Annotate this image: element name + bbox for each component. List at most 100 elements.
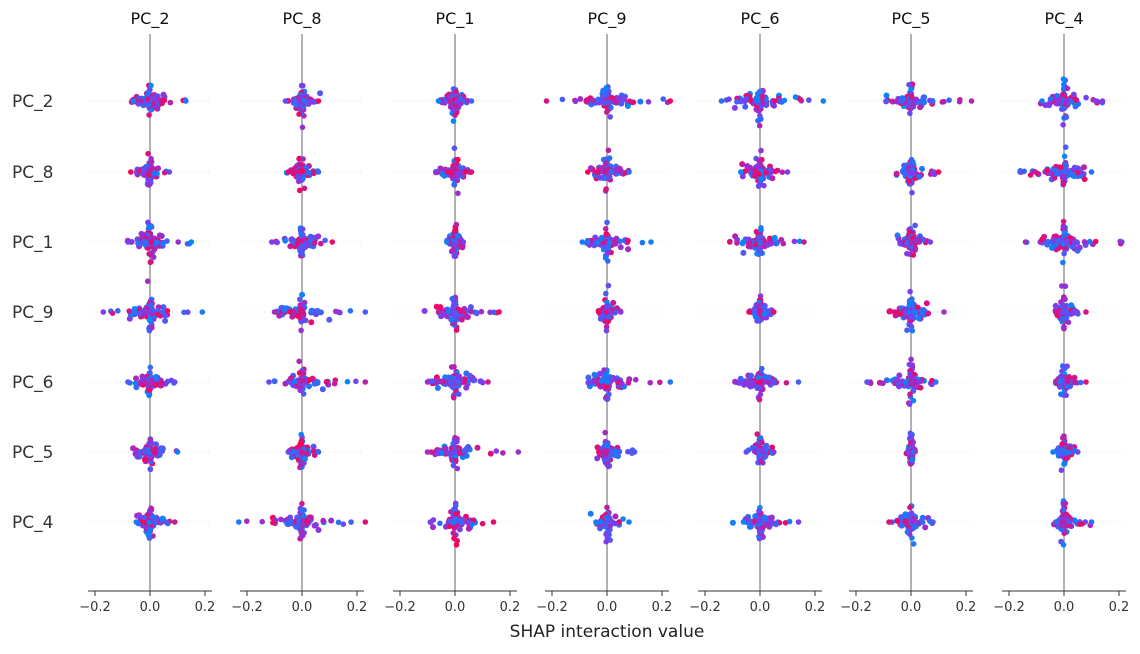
- data-point: [759, 447, 766, 453]
- data-point: [771, 234, 778, 241]
- data-point: [146, 112, 152, 118]
- data-point: [897, 311, 904, 317]
- data-point: [478, 308, 485, 315]
- data-point: [1027, 172, 1034, 178]
- data-point: [880, 380, 886, 387]
- data-point: [907, 504, 913, 511]
- data-point: [331, 380, 338, 387]
- data-point-extreme: [883, 98, 890, 104]
- data-point: [1068, 302, 1075, 309]
- data-point: [299, 500, 305, 507]
- data-point: [1047, 96, 1054, 102]
- data-point: [645, 99, 652, 105]
- data-point: [164, 308, 171, 314]
- data-point-extreme: [743, 449, 750, 455]
- data-point: [131, 311, 138, 318]
- data-point: [297, 441, 304, 448]
- data-point: [434, 385, 441, 391]
- data-point-extreme: [424, 449, 431, 455]
- data-point: [606, 155, 613, 161]
- row-labels: PC_2PC_8PC_1PC_9PC_6PC_5PC_4: [12, 92, 53, 533]
- data-point: [611, 376, 618, 382]
- data-point-extreme: [427, 519, 434, 525]
- data-point: [430, 524, 436, 531]
- cell-pc_1-pc_1: [444, 221, 467, 259]
- data-point-extreme: [784, 169, 791, 175]
- data-point-extreme: [130, 98, 137, 104]
- cell-pc_6-pc_2: [718, 87, 827, 129]
- data-point: [1092, 238, 1099, 245]
- data-point: [603, 290, 609, 297]
- data-point: [305, 169, 312, 176]
- data-point: [1060, 309, 1067, 316]
- data-point: [455, 190, 461, 197]
- data-point: [1074, 169, 1081, 176]
- data-point: [753, 106, 760, 113]
- data-point: [160, 309, 166, 316]
- data-point: [1063, 392, 1069, 399]
- data-point: [625, 246, 632, 253]
- data-point: [454, 465, 461, 472]
- data-point: [487, 309, 493, 316]
- data-point: [298, 327, 304, 334]
- data-point: [455, 156, 461, 163]
- data-point: [916, 238, 922, 244]
- data-point-extreme: [927, 239, 934, 245]
- data-point: [301, 185, 308, 192]
- data-point: [616, 448, 623, 455]
- data-point: [612, 513, 619, 520]
- data-point: [1062, 296, 1068, 303]
- data-point: [185, 309, 191, 316]
- data-point: [290, 238, 296, 245]
- data-point: [479, 520, 486, 527]
- data-point: [449, 295, 456, 302]
- data-point: [589, 97, 596, 103]
- panel-pc_4: PC_4−0.2 0.0 0.2: [993, 9, 1129, 615]
- data-point: [606, 531, 612, 538]
- data-point: [909, 379, 916, 385]
- data-point: [298, 534, 305, 540]
- data-point-extreme: [515, 449, 522, 455]
- x-tick-label: 0.2: [347, 600, 368, 615]
- cell-pc_8-pc_4: [236, 500, 369, 542]
- data-point: [583, 240, 590, 246]
- data-point-extreme: [930, 519, 936, 525]
- data-point-extreme: [727, 239, 733, 245]
- data-point: [763, 442, 770, 449]
- data-point: [299, 226, 306, 232]
- data-point: [893, 170, 900, 177]
- cell-pc_1-pc_6: [424, 364, 491, 401]
- data-point: [1083, 94, 1089, 101]
- data-point: [1058, 467, 1065, 474]
- data-point: [1050, 238, 1057, 244]
- data-point: [908, 94, 915, 101]
- data-point: [767, 309, 773, 315]
- data-point: [606, 391, 612, 398]
- data-point-extreme: [1022, 239, 1029, 245]
- data-point: [902, 309, 909, 315]
- data-point: [474, 444, 481, 451]
- data-point-extreme: [801, 239, 807, 245]
- data-point: [883, 92, 890, 99]
- data-point: [657, 379, 663, 386]
- data-point: [603, 84, 610, 91]
- data-point: [320, 517, 327, 524]
- data-point-extreme: [864, 379, 870, 385]
- data-point-extreme: [1088, 519, 1095, 525]
- data-point: [147, 466, 154, 473]
- data-point: [311, 522, 318, 529]
- data-point: [916, 315, 923, 322]
- data-point: [597, 519, 604, 525]
- x-tick-label: 0.2: [805, 600, 826, 615]
- data-point-extreme: [968, 98, 975, 104]
- data-point: [295, 237, 301, 244]
- x-tick-label: −0.2: [536, 600, 568, 615]
- data-point: [602, 160, 609, 167]
- data-point: [298, 161, 305, 168]
- data-point: [1061, 168, 1067, 175]
- data-point-extreme: [626, 169, 632, 175]
- x-tick-label: −0.2: [384, 600, 416, 615]
- data-point: [612, 448, 618, 455]
- cell-pc_4-pc_9: [1052, 283, 1089, 332]
- data-point: [500, 450, 506, 456]
